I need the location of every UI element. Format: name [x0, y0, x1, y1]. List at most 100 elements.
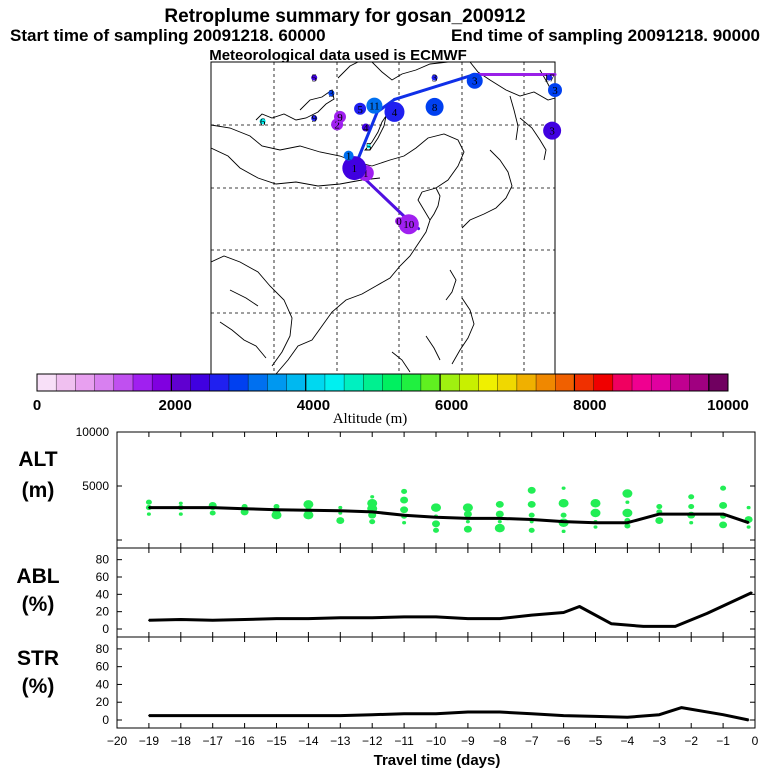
- colorbar-cell: [401, 374, 422, 391]
- x-tick-label: −19: [139, 734, 160, 748]
- series-point: [722, 713, 724, 716]
- colorbar-cell: [324, 374, 345, 391]
- series-point: [435, 712, 437, 715]
- colorbar-cell: [651, 374, 671, 391]
- x-tick-label: −3: [652, 734, 666, 748]
- cluster-dot: [431, 74, 438, 81]
- altitude-spread-dot: [719, 502, 728, 509]
- x-tick-label: −9: [461, 734, 475, 748]
- altitude-spread-dot: [528, 512, 535, 518]
- panel-str: 0 20 40 60 80 STR (%): [17, 636, 756, 729]
- altitude-spread-dot: [367, 499, 378, 508]
- panel-ylabel-unit: (%): [22, 593, 55, 616]
- cluster-label: 1: [352, 163, 358, 175]
- altitude-spread-dot: [590, 508, 601, 518]
- cluster-label: 3: [552, 85, 558, 97]
- series-point: [680, 706, 683, 709]
- x-tick-label: 0: [752, 734, 759, 748]
- cluster-label: 3: [549, 126, 555, 138]
- altitude-spread-dot: [622, 508, 633, 518]
- x-tick-label: −11: [394, 734, 414, 748]
- x-tick-label: −10: [426, 734, 447, 748]
- cluster-marker: 9: [334, 110, 346, 124]
- colorbar-cell: [689, 374, 710, 391]
- series-point: [499, 517, 501, 520]
- cluster-dot: [342, 156, 367, 181]
- altitude-spread-dot: [656, 503, 663, 510]
- cluster-label: 6: [260, 116, 266, 128]
- series-point: [626, 521, 629, 524]
- series-point: [371, 511, 374, 513]
- series-line-alt: [148, 506, 750, 525]
- series-point: [435, 516, 437, 519]
- colorbar-tick-label: 10000: [707, 397, 749, 414]
- series-point: [610, 623, 613, 625]
- colorbar-cell: [344, 374, 364, 391]
- altitude-spread-dot: [178, 512, 183, 516]
- cluster-dot: [546, 74, 553, 81]
- colorbar-cell: [132, 374, 153, 391]
- x-tick-label: −2: [684, 734, 698, 748]
- y-tick-label: 0: [102, 622, 109, 636]
- altitude-spread-dot: [497, 519, 502, 524]
- colorbar-cell: [152, 374, 172, 391]
- cluster-label: 3: [432, 73, 438, 85]
- altitude-spread-dot: [465, 519, 470, 524]
- altitude-spread-dot: [433, 527, 439, 533]
- altitude-spread-dot: [528, 527, 535, 533]
- series-point: [499, 617, 501, 620]
- x-tick-label: −20: [107, 734, 128, 748]
- cluster-label: 9: [311, 113, 317, 125]
- x-tick-label: −5: [589, 734, 603, 748]
- y-tick-label: 20: [96, 695, 110, 709]
- colorbar-cell: [286, 374, 307, 391]
- y-tick-label: 40: [96, 677, 110, 691]
- x-tick-label: −7: [525, 734, 539, 748]
- altitude-spread-dot: [527, 500, 536, 508]
- altitude-spread-dot: [209, 510, 216, 516]
- colorbar-cell: [267, 374, 287, 391]
- cluster-marker: 3: [548, 83, 562, 98]
- altitude-spread-dot: [369, 519, 376, 525]
- colorbar-cells: [37, 374, 729, 391]
- cluster-dot: [398, 214, 419, 235]
- figure-title: Retroplume summary for gosan_200912: [164, 6, 525, 27]
- series-point: [339, 616, 342, 619]
- trajectory-segment: [392, 72, 477, 101]
- series-point: [339, 714, 342, 717]
- series-point: [148, 714, 150, 717]
- altitude-spread-dot: [560, 512, 567, 518]
- series-point: [658, 513, 661, 515]
- series-point: [594, 715, 597, 718]
- altitude-spread-dot: [336, 517, 345, 524]
- cluster-marker: 8: [425, 97, 444, 116]
- series-point: [180, 618, 182, 621]
- series-point: [371, 616, 374, 619]
- altitude-spread-dot: [688, 494, 695, 500]
- cluster-marker: 3: [431, 73, 438, 85]
- x-tick-label: −16: [234, 734, 255, 748]
- altitude-spread-dot: [303, 500, 314, 509]
- colorbar-tick-labels: 0 2000 4000 6000 8000 10000: [33, 397, 749, 414]
- altitude-spread-dot: [655, 517, 664, 524]
- colorbar-cell: [612, 374, 633, 391]
- meteorology-label: Meteorological data used is ECMWF: [209, 47, 467, 64]
- xaxis-title: Travel time (days): [374, 752, 501, 768]
- colorbar-tick-label: 8000: [573, 397, 606, 414]
- cluster-marker: 11: [366, 97, 383, 114]
- x-tick-label: −17: [203, 734, 224, 748]
- altitude-colorbar: 0 2000 4000 6000 8000 10000 Altitude (m): [33, 373, 749, 427]
- series-point: [275, 714, 278, 717]
- cluster-label: 8: [432, 102, 438, 114]
- series-point: [211, 619, 214, 622]
- altitude-spread-dot: [624, 523, 631, 529]
- colorbar-cell: [94, 374, 115, 391]
- series-point: [467, 617, 469, 620]
- x-tick-label: −1: [716, 734, 730, 748]
- series-point: [180, 506, 182, 509]
- x-tick-label: −14: [298, 734, 319, 748]
- cluster-label: 0: [396, 216, 402, 228]
- series-point: [148, 506, 150, 509]
- y-tick-label: 5000: [82, 479, 109, 493]
